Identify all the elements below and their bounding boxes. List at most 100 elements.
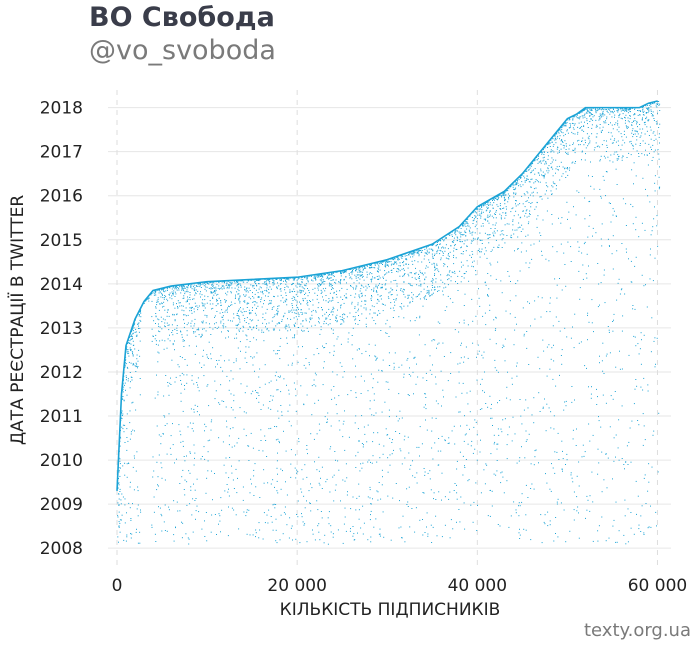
scatter-point <box>481 354 483 356</box>
scatter-point <box>403 269 405 271</box>
scatter-point <box>331 287 333 289</box>
scatter-point <box>462 224 464 226</box>
scatter-point <box>182 285 184 286</box>
scatter-point <box>219 288 220 290</box>
scatter-point <box>360 393 362 394</box>
scatter-point <box>575 214 577 216</box>
scatter-point <box>611 111 613 113</box>
scatter-point <box>180 441 182 443</box>
scatter-point <box>427 266 429 268</box>
scatter-point <box>385 381 387 383</box>
scatter-point <box>441 435 443 437</box>
scatter-point <box>489 262 491 264</box>
scatter-point <box>179 375 181 377</box>
scatter-point <box>203 285 205 287</box>
scatter-point <box>163 305 165 307</box>
scatter-point <box>237 310 239 312</box>
scatter-point <box>363 522 365 524</box>
scatter-point <box>355 376 357 378</box>
scatter-point <box>418 273 420 275</box>
scatter-point <box>240 310 242 312</box>
scatter-point <box>346 316 348 318</box>
scatter-point <box>397 257 399 259</box>
scatter-point <box>656 225 658 227</box>
scatter-point <box>459 451 461 453</box>
scatter-point <box>206 286 208 288</box>
scatter-point <box>404 435 406 437</box>
scatter-point <box>196 345 197 347</box>
scatter-point <box>584 159 586 161</box>
scatter-point <box>203 305 205 307</box>
scatter-point <box>442 252 444 254</box>
scatter-point <box>409 283 411 285</box>
scatter-point <box>239 328 241 330</box>
scatter-point <box>181 305 183 307</box>
scatter-point <box>310 433 312 435</box>
scatter-point <box>296 472 297 474</box>
scatter-point <box>558 217 559 219</box>
scatter-point <box>394 301 395 303</box>
scatter-point <box>406 504 408 505</box>
scatter-point <box>342 479 344 481</box>
scatter-point <box>650 248 651 250</box>
scatter-point <box>340 305 342 307</box>
scatter-point <box>359 320 361 321</box>
scatter-point <box>446 275 448 277</box>
scatter-point <box>181 372 183 374</box>
scatter-point <box>345 293 347 295</box>
scatter-point <box>295 477 297 479</box>
scatter-point <box>385 288 387 290</box>
scatter-point <box>189 472 191 474</box>
scatter-point <box>582 278 584 280</box>
scatter-point <box>626 127 628 129</box>
scatter-point <box>527 234 529 236</box>
scatter-point <box>230 292 232 294</box>
scatter-point <box>358 295 360 297</box>
scatter-point <box>555 533 556 534</box>
scatter-point <box>428 292 430 294</box>
scatter-point <box>385 263 387 265</box>
scatter-point <box>285 513 286 515</box>
scatter-point <box>122 428 124 430</box>
scatter-point <box>321 517 323 519</box>
scatter-point <box>207 358 209 359</box>
scatter-point <box>388 271 390 273</box>
scatter-point <box>299 286 301 288</box>
scatter-point <box>199 286 201 288</box>
scatter-point <box>373 267 375 269</box>
scatter-point <box>658 153 660 155</box>
scatter-point <box>573 509 575 511</box>
scatter-point <box>275 518 277 520</box>
scatter-point <box>317 275 319 277</box>
scatter-point <box>578 512 579 514</box>
scatter-point <box>522 203 524 205</box>
scatter-point <box>586 133 588 135</box>
scatter-point <box>559 374 560 376</box>
scatter-point <box>118 469 120 471</box>
scatter-point <box>420 283 422 285</box>
scatter-point <box>557 135 559 137</box>
scatter-point <box>476 356 477 358</box>
scatter-point <box>444 237 446 239</box>
scatter-point <box>616 110 618 112</box>
scatter-point <box>385 283 387 285</box>
scatter-point <box>516 362 518 364</box>
scatter-point <box>553 182 555 184</box>
scatter-point <box>365 309 367 311</box>
scatter-point <box>224 281 225 283</box>
scatter-point <box>377 278 379 280</box>
scatter-point <box>475 208 477 210</box>
scatter-point <box>182 469 184 471</box>
scatter-point <box>329 282 330 284</box>
scatter-point <box>280 294 282 296</box>
scatter-point <box>554 451 556 453</box>
scatter-point <box>147 298 149 300</box>
scatter-point <box>182 289 184 291</box>
scatter-point <box>504 194 506 196</box>
scatter-point <box>156 302 158 303</box>
scatter-point <box>555 168 557 170</box>
scatter-point <box>391 272 393 273</box>
scatter-point <box>201 294 203 296</box>
scatter-point <box>563 252 565 254</box>
scatter-point <box>547 186 549 188</box>
